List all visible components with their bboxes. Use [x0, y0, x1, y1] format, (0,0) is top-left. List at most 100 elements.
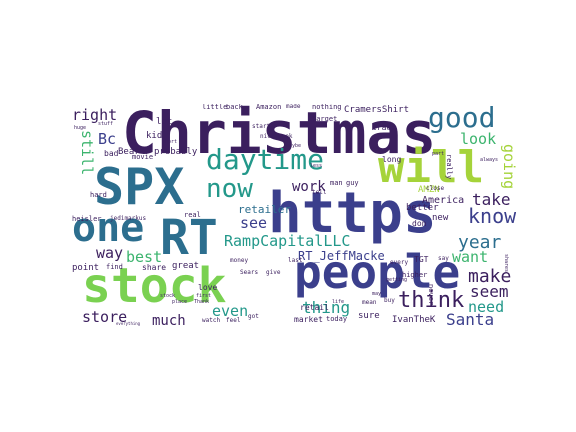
word-look: look — [460, 130, 497, 148]
word-every: every — [390, 259, 409, 266]
word-stuff: stuff — [98, 121, 114, 127]
word-today: today — [326, 315, 348, 323]
word-really: really — [445, 154, 453, 180]
word-maybe: maybe — [286, 143, 302, 149]
word-nice: nice — [260, 133, 275, 140]
word-think: think — [398, 288, 465, 313]
word-never: never — [427, 284, 435, 306]
word-much: much — [152, 313, 186, 328]
word-lot: lot — [156, 117, 173, 127]
word-back: back — [226, 104, 243, 111]
word-mean: mean — [362, 299, 377, 306]
word-great: great — [172, 261, 200, 271]
word-work: work — [292, 179, 326, 195]
word-got: got — [248, 313, 259, 320]
word-bear: Bear — [118, 147, 140, 157]
word-nothing: nothing — [312, 104, 342, 111]
word-store: store — [82, 308, 128, 326]
word-santa: Santa — [446, 310, 495, 328]
word-don: don — [412, 219, 427, 228]
word-bad: bad — [104, 149, 119, 158]
word-tgt: TGT — [414, 255, 429, 264]
word-stock: stock — [82, 258, 227, 314]
word-kid: kid — [146, 131, 163, 141]
word-give: give — [266, 269, 281, 276]
word-part: part — [432, 151, 445, 157]
word-new: new — [432, 213, 449, 223]
word-retail: retail — [300, 303, 329, 312]
word-heisler: heisler — [72, 215, 102, 223]
word-year: year — [458, 232, 502, 253]
word-trade: trade — [372, 123, 397, 132]
word-take: take — [472, 190, 511, 209]
word-first: first — [196, 293, 212, 299]
word-short: short — [162, 139, 178, 145]
word-say: say — [438, 255, 449, 262]
word-will: will — [378, 142, 484, 193]
word-may: may — [372, 291, 382, 297]
word-spx: SPX — [94, 158, 185, 216]
word-real: real — [184, 211, 201, 219]
word-way: way — [96, 244, 124, 262]
word-man: man — [330, 179, 343, 187]
word-probably: probably — [154, 147, 198, 157]
word-thank: Thank — [194, 299, 210, 305]
word-find: find — [106, 263, 123, 271]
word-better: better — [406, 203, 439, 213]
word-now: now — [206, 174, 253, 204]
word-made: made — [286, 104, 301, 110]
word-rampcapital: RampCapitalLLC — [224, 232, 351, 250]
word-huge: huge — [74, 125, 87, 131]
word-daytime: daytime — [206, 143, 325, 176]
word-make: make — [468, 266, 512, 287]
word-little: little — [202, 104, 228, 111]
word-close: close — [426, 185, 445, 192]
word-always: always — [480, 157, 499, 163]
word-movie: movie — [132, 153, 154, 161]
word-stock-small: stock — [160, 293, 176, 299]
word-target: Target — [312, 115, 338, 123]
word-shares: shares — [503, 254, 509, 273]
word-cloud: Christmas https SPX will people stock RT… — [72, 104, 516, 328]
word-one: one — [72, 205, 145, 251]
word-getting: getting — [386, 277, 408, 283]
word-seem: seem — [470, 282, 509, 301]
word-right: right — [72, 106, 118, 124]
word-last: last — [288, 257, 303, 264]
word-tell: tell — [312, 189, 327, 196]
word-higher: higher — [402, 271, 428, 279]
word-good: good — [428, 104, 496, 134]
word-point: point — [72, 263, 100, 273]
word-bc: Bc — [98, 130, 117, 148]
word-know: know — [468, 204, 516, 228]
word-christmas: Christmas — [122, 104, 437, 167]
word-market: market — [294, 315, 323, 324]
word-week: week — [278, 133, 293, 140]
word-people: people — [294, 245, 461, 299]
word-place: place — [172, 299, 188, 305]
word-want: want — [452, 248, 489, 266]
word-buy: buy — [384, 297, 395, 304]
word-even: even — [212, 302, 249, 320]
word-love: love — [198, 283, 218, 292]
word-share: share — [142, 263, 167, 272]
word-see: see — [240, 214, 268, 232]
word-amazon: Amazon — [256, 104, 282, 111]
word-best: best — [126, 248, 163, 266]
word-need: need — [468, 298, 505, 316]
word-rtjeff: RT_JeffMacke — [298, 249, 385, 263]
word-thing: thing — [302, 298, 351, 317]
word-sears: Sears — [240, 269, 259, 276]
word-long: long — [382, 155, 402, 164]
word-guy: guy — [346, 179, 359, 187]
word-start: start — [252, 123, 271, 130]
word-still: still — [78, 130, 96, 176]
word-money: money — [230, 257, 249, 264]
word-america: America — [422, 195, 465, 206]
word-cramersshirt: CramersShirt — [344, 105, 410, 115]
word-less: less — [310, 163, 323, 169]
word-hard: hard — [90, 191, 107, 199]
word-feel: feel — [226, 317, 241, 324]
word-sure: sure — [358, 311, 380, 321]
word-going: going — [500, 144, 516, 190]
